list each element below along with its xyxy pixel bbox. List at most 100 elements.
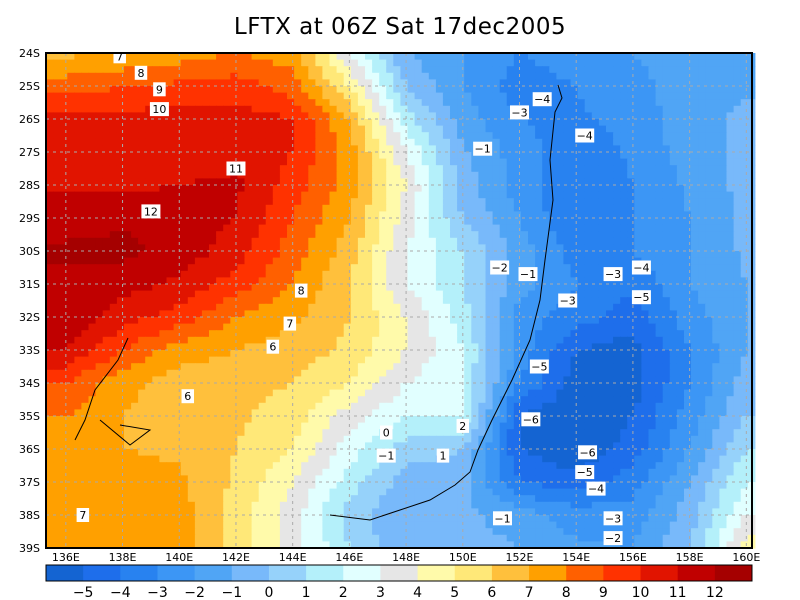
field-cell <box>223 224 231 232</box>
field-cell <box>570 284 579 292</box>
field-cell <box>669 224 678 232</box>
field-cell <box>662 297 671 305</box>
field-cell <box>53 211 61 219</box>
field-cell <box>393 59 401 67</box>
field-cell <box>67 297 75 305</box>
field-cell <box>322 198 331 206</box>
field-cell <box>166 350 175 358</box>
field-cell <box>159 191 168 199</box>
field-cell <box>53 277 61 285</box>
field-cell <box>216 165 224 173</box>
field-cell <box>435 86 444 94</box>
field-cell <box>506 251 515 259</box>
field-cell <box>265 125 274 133</box>
field-cell <box>421 119 430 127</box>
field-cell <box>428 356 437 364</box>
field-cell <box>428 59 437 67</box>
field-cell <box>102 317 111 325</box>
field-cell <box>365 119 373 127</box>
field-cell <box>421 330 430 338</box>
field-cell <box>308 66 316 74</box>
field-cell <box>641 112 650 120</box>
field-cell <box>46 317 54 325</box>
field-cell <box>471 237 479 245</box>
field-cell <box>712 72 720 80</box>
field-cell <box>308 152 316 160</box>
field-cell <box>187 270 196 278</box>
field-cell <box>457 165 465 173</box>
field-cell <box>315 178 324 186</box>
field-cell <box>201 158 210 166</box>
field-cell <box>315 231 324 239</box>
field-cell <box>733 119 742 127</box>
field-cell <box>322 284 331 292</box>
field-cell <box>606 356 614 364</box>
field-cell <box>265 112 274 120</box>
field-cell <box>442 66 451 74</box>
field-cell <box>279 198 288 206</box>
field-cell <box>329 284 338 292</box>
field-cell <box>499 158 508 166</box>
field-cell <box>386 105 394 113</box>
field-cell <box>528 132 536 140</box>
field-cell <box>655 105 664 113</box>
field-cell <box>379 152 387 160</box>
field-cell <box>485 330 494 338</box>
field-cell <box>478 218 487 226</box>
field-cell <box>606 66 614 74</box>
field-cell <box>279 336 288 344</box>
field-cell <box>187 72 196 80</box>
field-cell <box>442 171 451 179</box>
field-cell <box>528 336 536 344</box>
field-cell <box>726 376 735 384</box>
field-cell <box>450 79 458 87</box>
field-cell <box>598 356 607 364</box>
field-cell <box>272 224 281 232</box>
field-cell <box>67 376 75 384</box>
field-cell <box>223 99 231 107</box>
field-cell <box>492 185 501 193</box>
field-cell <box>556 356 565 364</box>
field-cell <box>520 231 529 239</box>
field-cell <box>676 105 685 113</box>
field-cell <box>563 356 572 364</box>
field-cell <box>641 171 650 179</box>
field-cell <box>194 119 203 127</box>
field-cell <box>329 224 338 232</box>
field-cell <box>712 79 720 87</box>
field-cell <box>457 145 465 153</box>
field-cell <box>166 277 175 285</box>
field-cell <box>237 303 246 311</box>
field-cell <box>194 198 203 206</box>
field-cell <box>442 376 451 384</box>
field-cell <box>46 336 54 344</box>
field-cell <box>485 191 494 199</box>
field-cell <box>350 270 359 278</box>
field-cell <box>124 323 132 331</box>
field-cell <box>676 224 685 232</box>
field-cell <box>244 356 253 364</box>
field-cell <box>457 323 465 331</box>
field-cell <box>400 363 409 371</box>
field-cell <box>733 59 742 67</box>
field-cell <box>258 264 267 272</box>
field-cell <box>251 178 260 186</box>
field-cell <box>287 356 295 364</box>
field-cell <box>393 244 401 252</box>
field-cell <box>620 105 628 113</box>
field-cell <box>563 125 572 133</box>
field-cell <box>258 218 267 226</box>
field-cell <box>294 330 302 338</box>
field-cell <box>740 330 749 338</box>
field-cell <box>230 132 238 140</box>
field-cell <box>712 303 720 311</box>
field-cell <box>329 145 338 153</box>
field-cell <box>336 171 345 179</box>
field-cell <box>591 264 600 272</box>
field-cell <box>322 264 331 272</box>
field-cell <box>634 112 642 120</box>
field-cell <box>726 92 735 100</box>
field-cell <box>733 185 742 193</box>
field-cell <box>662 59 671 67</box>
field-cell <box>209 218 217 226</box>
